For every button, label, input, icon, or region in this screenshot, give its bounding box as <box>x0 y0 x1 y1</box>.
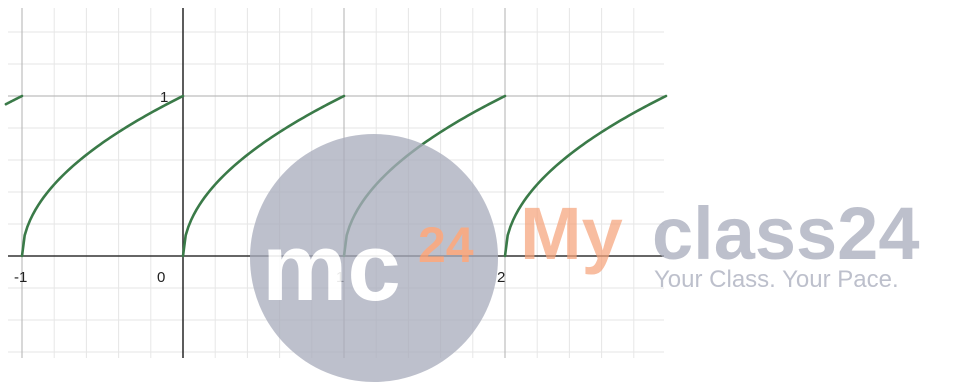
x-tick-label: 2 <box>497 269 505 286</box>
y-tick-label: 1 <box>160 89 168 106</box>
brand-class24: class24 <box>652 192 920 275</box>
curve-segment-1 <box>20 94 185 258</box>
mc-badge-sup: 24 <box>418 217 474 273</box>
curve-segment-2 <box>181 94 346 258</box>
x-tick-label: 0 <box>157 269 165 286</box>
brand-tagline: Your Class. Your Pace. <box>654 266 899 293</box>
mc24-badge-circle <box>250 134 498 382</box>
curve-segment-0 <box>4 94 24 106</box>
myclass24-watermark: mc 24 My class24 Your Class. Your Pace. <box>250 134 920 382</box>
mc-badge-text: mc <box>262 214 401 321</box>
curve-segment-4 <box>503 94 668 258</box>
brand-my: My <box>520 192 623 275</box>
x-tick-label: -1 <box>14 269 27 286</box>
